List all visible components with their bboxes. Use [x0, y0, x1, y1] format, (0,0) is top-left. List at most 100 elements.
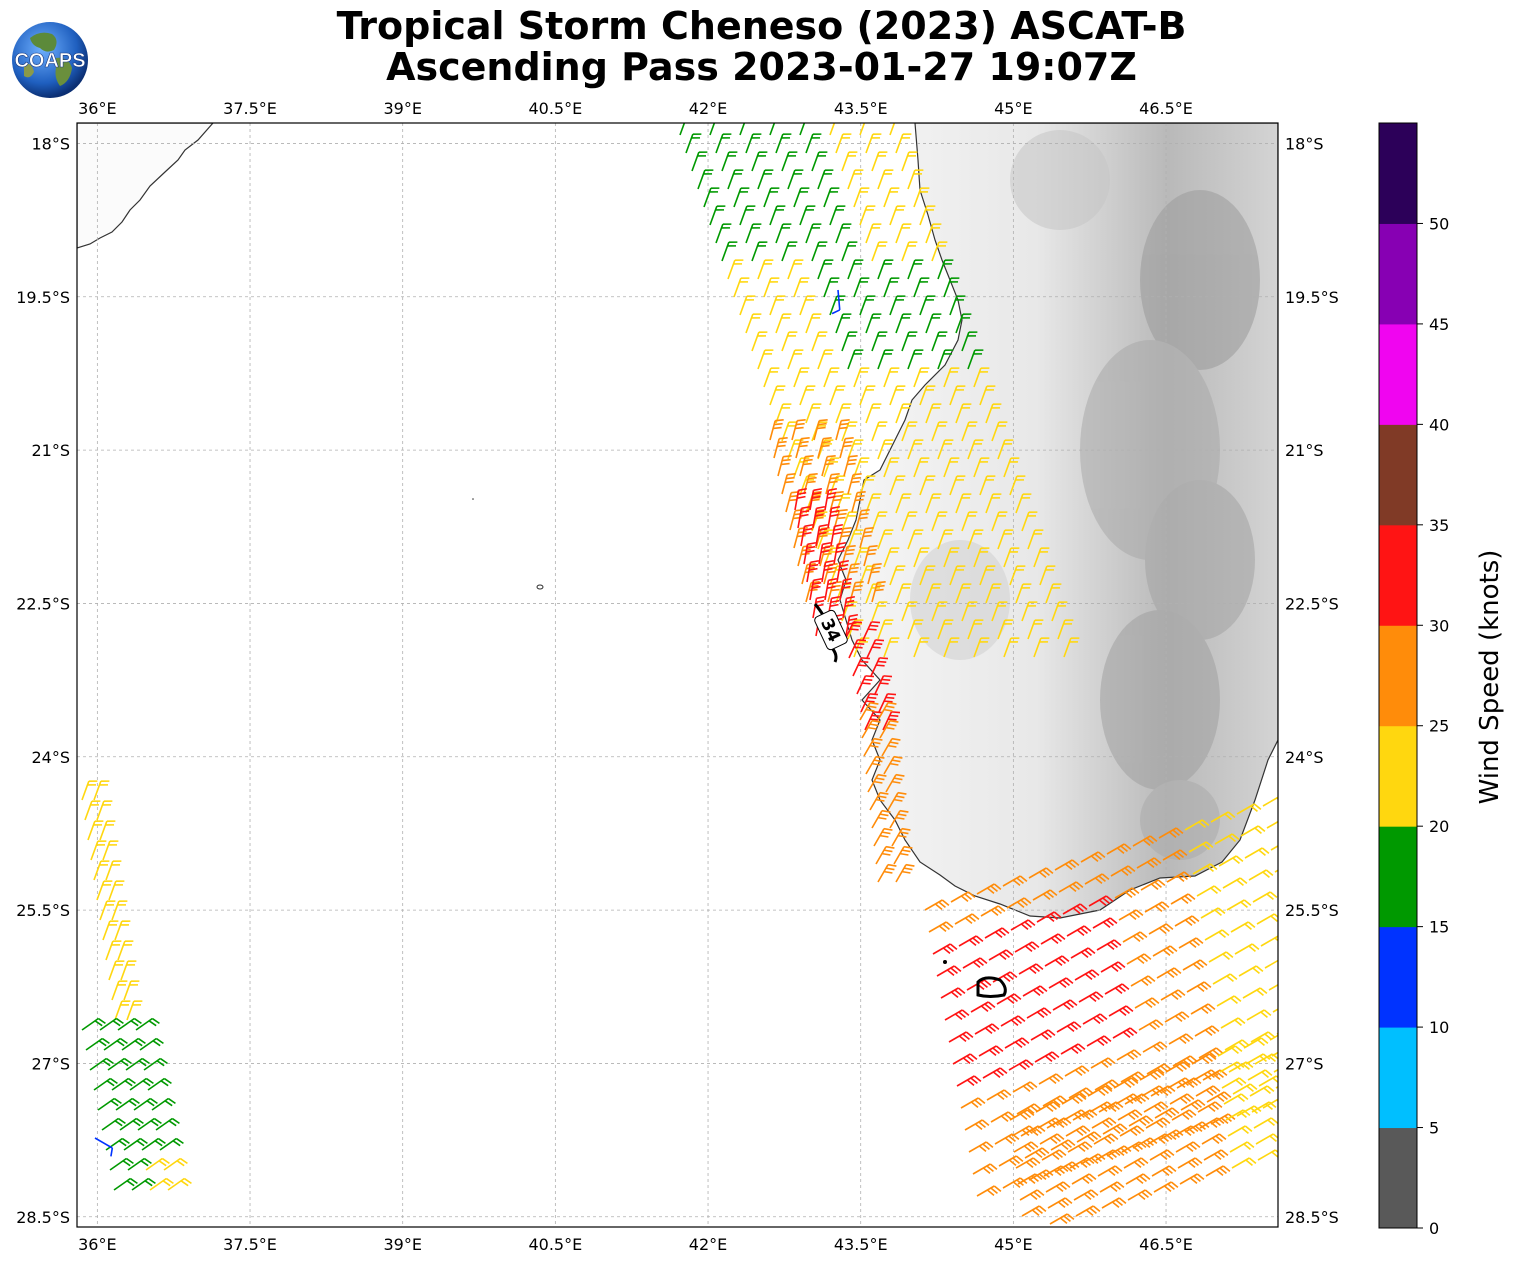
wind-barb — [1036, 911, 1062, 923]
wind-barb — [1004, 1037, 1030, 1049]
wind-barb — [1101, 1197, 1127, 1209]
wind-barb — [827, 505, 841, 529]
wind-barb — [889, 565, 906, 586]
wind-barb — [937, 259, 954, 280]
wind-barb — [1069, 1157, 1095, 1169]
wind-barb — [878, 693, 897, 713]
wind-barb — [1003, 547, 1020, 568]
wind-barb — [1248, 869, 1274, 881]
wind-barb — [841, 421, 858, 442]
wind-barb — [1139, 1069, 1165, 1081]
lat-tick-label-left: 25.5°S — [16, 901, 70, 920]
wind-barb — [859, 385, 876, 406]
wind-barb — [131, 1177, 156, 1191]
wind-barb — [883, 367, 900, 388]
wind-barb — [1062, 903, 1088, 915]
wind-barb — [889, 123, 898, 136]
wind-barb — [998, 1155, 1024, 1167]
wind-barb — [769, 295, 786, 316]
wind-barb — [1177, 1157, 1203, 1169]
wind-barb — [877, 259, 894, 280]
wind-barb — [955, 403, 972, 424]
wind-barb — [1097, 1165, 1123, 1177]
wind-barb — [889, 385, 906, 406]
title-line-2: Ascending Pass 2023-01-27 19:07Z — [386, 45, 1137, 89]
wind-barb — [841, 331, 858, 352]
wind-barb — [913, 187, 930, 208]
wind-barb — [877, 619, 894, 640]
map-area: 34 — [77, 123, 1278, 1227]
wind-barb — [1037, 1117, 1063, 1129]
wind-barb — [1164, 1011, 1190, 1023]
wind-barb — [1222, 877, 1248, 889]
wind-barb — [955, 493, 972, 514]
lat-tick-label-right: 21°S — [1285, 441, 1324, 460]
wind-barb — [1027, 529, 1044, 550]
wind-barb — [974, 1023, 1000, 1035]
wind-barb — [829, 385, 846, 406]
wind-barb — [93, 1077, 118, 1091]
wind-barb — [775, 223, 792, 244]
wind-barb — [89, 1057, 114, 1071]
wind-barb — [119, 1117, 144, 1131]
wind-barb — [805, 313, 822, 334]
wind-barb — [847, 169, 864, 190]
wind-barb — [851, 491, 866, 513]
wind-barb — [745, 313, 762, 334]
wind-barb — [1043, 1165, 1069, 1177]
logo-text: COAPS — [14, 50, 85, 72]
wind-barb — [1238, 965, 1264, 977]
wind-barb — [1225, 1109, 1251, 1121]
wind-barb — [889, 809, 909, 829]
wind-barb — [1042, 1095, 1068, 1107]
wind-barb — [973, 367, 990, 388]
wind-barb — [1013, 1141, 1039, 1153]
wind-barb — [102, 920, 119, 941]
wind-barb — [979, 565, 996, 586]
wind-barb — [955, 313, 972, 334]
wind-barb — [1179, 1173, 1205, 1185]
wind-barb — [882, 711, 901, 731]
wind-barb — [129, 1077, 154, 1091]
wind-barb — [925, 313, 942, 334]
wind-barb — [1206, 1091, 1232, 1103]
wind-barb — [855, 509, 870, 531]
wind-barb — [1096, 939, 1122, 951]
wind-barb — [799, 295, 816, 316]
wind-barb — [901, 151, 918, 172]
wind-barb — [1050, 1139, 1076, 1151]
wind-barb — [873, 827, 893, 847]
wind-barb — [1242, 987, 1268, 999]
wind-barb — [982, 1067, 1008, 1079]
wind-barb — [1244, 847, 1270, 859]
wind-barb — [1271, 1045, 1278, 1057]
wind-barb — [931, 421, 948, 442]
wind-barb — [1018, 963, 1044, 975]
wind-barb — [1123, 1157, 1149, 1169]
wind-barb — [817, 169, 834, 190]
colorbar-segment — [1379, 926, 1417, 1028]
wind-barb — [1234, 943, 1260, 955]
wind-barb — [841, 511, 858, 532]
wind-barb — [1054, 859, 1080, 871]
wind-barb — [99, 1017, 124, 1031]
wind-barb — [1221, 1077, 1247, 1089]
wind-barb — [1041, 1149, 1067, 1161]
wind-barb — [835, 419, 850, 441]
wind-barb — [1122, 931, 1148, 943]
wind-barb — [943, 547, 960, 568]
wind-barb — [114, 1000, 131, 1021]
wind-barb — [1208, 951, 1234, 963]
wind-barb — [1068, 1087, 1094, 1099]
wind-barb — [925, 403, 942, 424]
wind-barb — [1022, 985, 1048, 997]
axis-tick-labels: 36°E 36°E 37.5°E 37.5°E 39°E 39°E 40.5°E 40.5°E… — [16, 99, 1339, 1254]
wind-barb — [1173, 1125, 1199, 1137]
wind-barb — [108, 960, 125, 981]
wind-barb — [863, 737, 883, 757]
wind-barb — [925, 223, 942, 244]
wind-barb — [967, 349, 984, 370]
wind-barb — [1226, 899, 1252, 911]
wind-barb — [721, 241, 738, 262]
wind-barb — [865, 133, 882, 154]
